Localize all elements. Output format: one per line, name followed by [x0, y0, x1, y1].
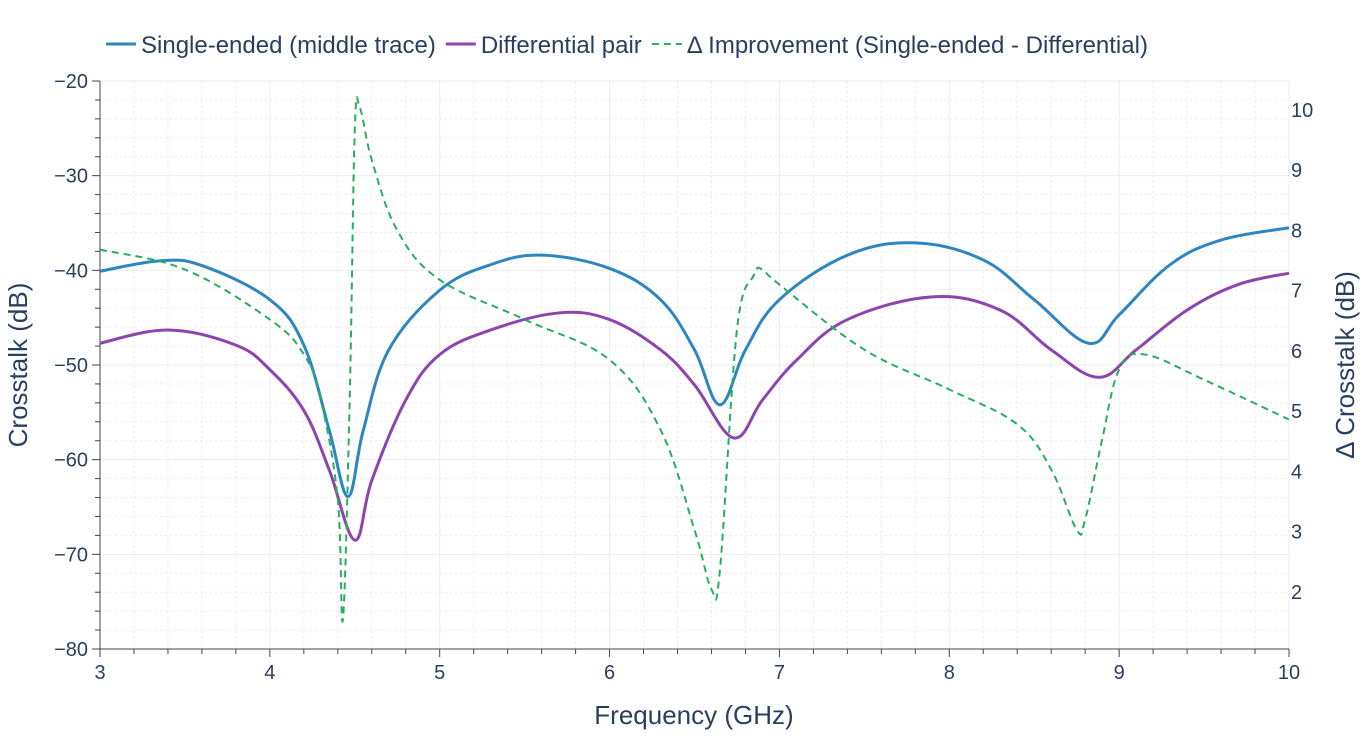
x-tick-label: 7 [774, 662, 785, 684]
legend-item-2[interactable]: Δ Improvement (Single-ended - Differenti… [651, 32, 1148, 59]
x-tick-label: 6 [604, 662, 615, 684]
legend-label: Δ Improvement (Single-ended - Differenti… [687, 32, 1148, 59]
axes: 3 4 5 6 7 8 9 10 −80 −70 −60 −50 −40 −30 −20 2 3 4 5 6 7 8 9 10 [54, 71, 1313, 684]
y-tick-label: −70 [54, 544, 88, 566]
legend-item-1[interactable]: Differential pair [445, 32, 642, 59]
y2-tick-label: 5 [1291, 401, 1302, 423]
y-tick-label: −30 [54, 166, 88, 188]
series-line-0 [99, 226, 1290, 499]
legend-label: Single-ended (middle trace) [141, 32, 436, 59]
y2-axis-title: Δ Crosstalk (dB) [1330, 271, 1360, 459]
series-line-2 [99, 96, 1290, 623]
y-tick-label: −50 [54, 355, 88, 377]
y-tick-label: −20 [54, 71, 88, 93]
series-lines [99, 96, 1290, 623]
y2-tick-label: 2 [1291, 582, 1302, 604]
y-tick-label: −60 [54, 450, 88, 472]
x-tick-label: 4 [264, 662, 275, 684]
y2-tick-label: 6 [1291, 341, 1302, 363]
legend-item-0[interactable]: Single-ended (middle trace) [106, 32, 436, 59]
x-tick-label: 5 [434, 662, 445, 684]
x-tick-label: 9 [1114, 662, 1125, 684]
y2-tick-label: 8 [1291, 220, 1302, 242]
y-axis-title: Crosstalk (dB) [3, 283, 33, 448]
y2-tick-label: 4 [1291, 461, 1302, 483]
y2-tick-label: 9 [1291, 160, 1302, 182]
y2-tick-label: 10 [1291, 100, 1313, 122]
x-axis-title: Frequency (GHz) [594, 700, 793, 730]
y2-tick-label: 3 [1291, 522, 1302, 544]
y2-tick-label: 7 [1291, 281, 1302, 303]
x-tick-label: 3 [94, 662, 105, 684]
legend[interactable]: Single-ended (middle trace) Differential … [106, 32, 1148, 59]
x-tick-label: 10 [1278, 662, 1300, 684]
x-tick-label: 8 [944, 662, 955, 684]
legend-label: Differential pair [481, 32, 642, 59]
y-tick-label: −40 [54, 260, 88, 282]
y-tick-label: −80 [54, 639, 88, 661]
series-line-1 [99, 271, 1290, 542]
grid [99, 80, 1290, 650]
